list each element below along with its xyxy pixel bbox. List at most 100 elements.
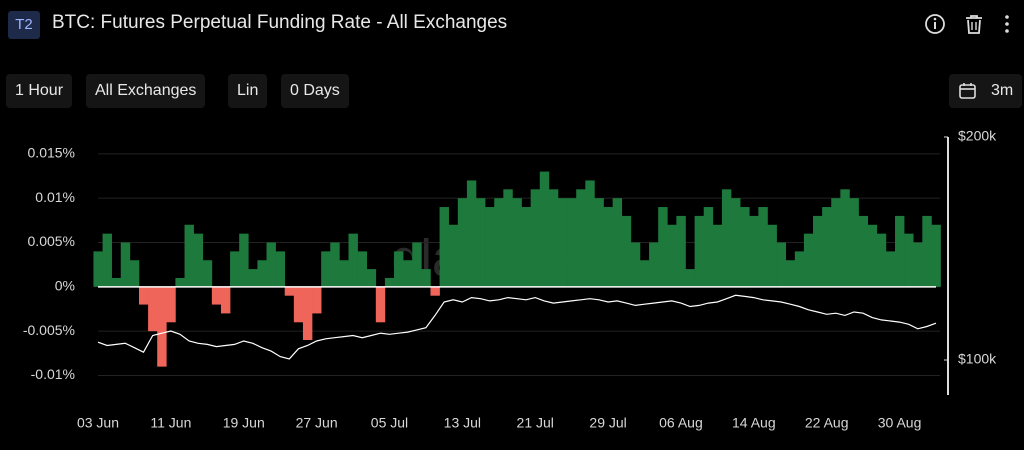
funding-bar xyxy=(239,233,249,287)
funding-bar xyxy=(138,286,149,305)
funding-bar xyxy=(476,198,486,287)
funding-bar xyxy=(448,224,459,287)
funding-bar xyxy=(148,286,158,332)
funding-bar xyxy=(211,286,222,305)
funding-bar xyxy=(721,189,732,287)
x-tick-label: 13 Jul xyxy=(444,415,481,431)
funding-bar xyxy=(512,198,522,287)
x-tick-label: 30 Aug xyxy=(878,415,922,431)
chart-title: BTC: Futures Perpetual Funding Rate - Al… xyxy=(52,12,508,33)
funding-bar xyxy=(539,171,550,287)
funding-bar xyxy=(712,224,723,287)
funding-bar xyxy=(630,242,641,287)
funding-bar xyxy=(813,215,823,287)
funding-bar xyxy=(740,207,750,287)
y2-tick-label: $100k xyxy=(958,351,997,367)
x-tick-label: 03 Jun xyxy=(77,415,119,431)
funding-bar xyxy=(384,277,395,287)
badge: T2 xyxy=(8,11,40,39)
funding-bar xyxy=(485,207,495,287)
funding-bar xyxy=(904,233,914,287)
y-tick-label: -0.005% xyxy=(23,322,75,338)
funding-bar xyxy=(466,180,477,287)
funding-bar xyxy=(403,260,413,287)
funding-bar xyxy=(366,269,377,287)
funding-bar xyxy=(876,233,887,287)
funding-bar xyxy=(166,286,176,323)
funding-bar xyxy=(412,242,422,287)
y2-tick-label: $200k xyxy=(958,128,997,144)
funding-bar xyxy=(603,207,613,287)
funding-bar xyxy=(849,198,859,287)
funding-bar xyxy=(703,207,714,287)
funding-bar xyxy=(767,224,777,287)
funding-bar xyxy=(822,207,832,287)
funding-bar xyxy=(193,233,204,287)
funding-bar xyxy=(348,233,358,287)
funding-bar xyxy=(220,286,231,314)
funding-bar xyxy=(803,233,814,287)
funding-bar xyxy=(667,224,677,287)
funding-bar xyxy=(685,269,695,287)
funding-bar xyxy=(576,189,586,287)
toolbar-button[interactable]: 1 Hour xyxy=(6,74,73,108)
funding-bar xyxy=(521,207,531,287)
x-tick-label: 27 Jun xyxy=(296,415,338,431)
funding-bar xyxy=(175,277,185,287)
toolbar-button[interactable]: Lin xyxy=(228,74,268,108)
funding-bar xyxy=(248,269,258,287)
funding-bar xyxy=(794,251,805,287)
funding-bar xyxy=(567,198,577,287)
funding-bar xyxy=(867,224,878,287)
price-line xyxy=(97,294,937,360)
funding-bar xyxy=(457,198,468,287)
funding-bar xyxy=(257,260,267,287)
funding-bar xyxy=(284,286,295,296)
calendar-icon xyxy=(959,83,976,99)
funding-bar xyxy=(375,286,386,323)
funding-bar xyxy=(111,277,122,287)
funding-bar xyxy=(694,215,705,287)
funding-bar xyxy=(840,189,850,287)
y-tick-label: 0.005% xyxy=(28,233,75,249)
funding-bar xyxy=(530,189,541,287)
funding-bar xyxy=(548,189,559,287)
y-tick-label: 0% xyxy=(55,278,75,294)
y-tick-label: 0.015% xyxy=(28,145,75,161)
funding-bar xyxy=(649,242,659,287)
funding-bar xyxy=(503,189,513,287)
funding-bar xyxy=(776,242,787,287)
funding-bar xyxy=(858,215,868,287)
funding-bar xyxy=(676,215,686,287)
funding-bar xyxy=(321,251,331,287)
x-tick-label: 05 Jul xyxy=(371,415,408,431)
funding-bar xyxy=(749,215,759,287)
funding-bar xyxy=(394,251,404,287)
header-icons[interactable] xyxy=(922,12,1012,38)
funding-bar xyxy=(931,224,941,287)
funding-bar xyxy=(621,215,632,287)
funding-bar xyxy=(885,251,896,287)
x-tick-label: 14 Aug xyxy=(732,415,776,431)
funding-bar xyxy=(312,286,322,314)
funding-bar xyxy=(658,207,668,287)
funding-bar xyxy=(439,207,449,287)
toolbar-button[interactable]: 0 Days xyxy=(281,74,349,108)
funding-bar xyxy=(120,242,131,287)
toolbar-button[interactable]: All Exchanges xyxy=(86,74,206,108)
funding-bar xyxy=(594,198,604,287)
funding-bar xyxy=(302,286,313,341)
funding-bar xyxy=(639,260,650,287)
funding-bar xyxy=(129,260,140,287)
x-tick-label: 19 Jun xyxy=(223,415,265,431)
range-button[interactable]: 3m xyxy=(949,74,1023,108)
funding-bar xyxy=(831,198,841,287)
funding-bar xyxy=(430,286,440,296)
funding-bar xyxy=(913,242,923,287)
x-tick-label: 29 Jul xyxy=(589,415,626,431)
funding-bar xyxy=(339,260,349,287)
funding-bar xyxy=(585,180,595,287)
funding-bar xyxy=(102,233,112,287)
funding-bar xyxy=(494,198,504,287)
